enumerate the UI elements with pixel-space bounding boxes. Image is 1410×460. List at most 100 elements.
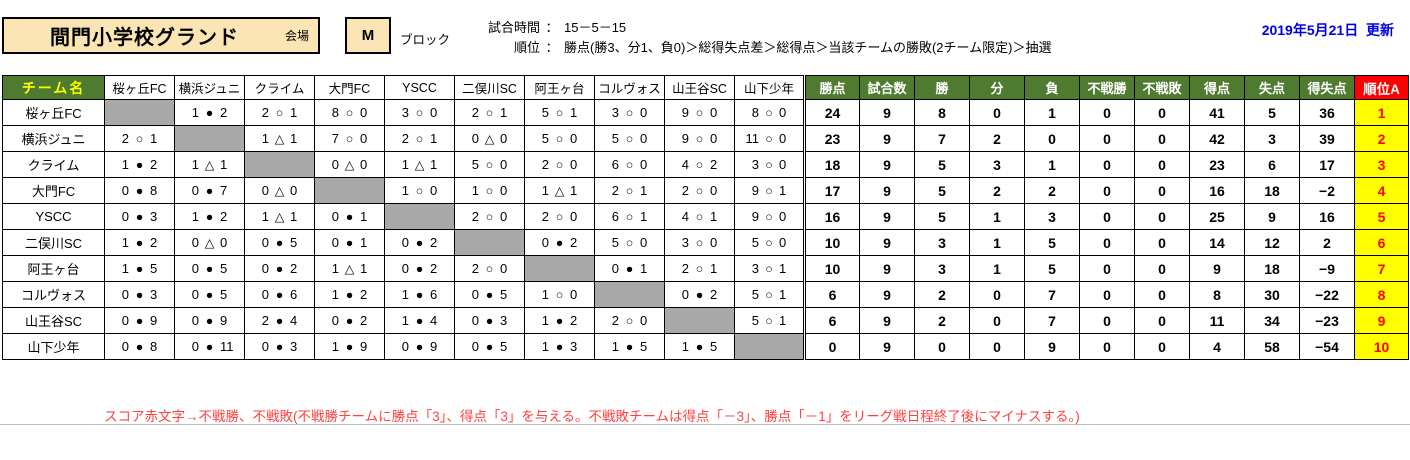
stat-cell: 7 xyxy=(1024,307,1080,334)
match-time-value: 15－5－15 xyxy=(564,20,627,35)
opponent-header: 大門FC xyxy=(314,75,385,100)
match-cell: 5 ○ 0 xyxy=(524,125,595,152)
stat-cell: 58 xyxy=(1244,333,1300,360)
table-row: 二俣川SC 1 ● 2 0 △ 0 0 ● 5 0 ● 1 0 ● 2 0 ● 2 5 ○ 0 3 ○ 0 5 ○ 0 10 9 3 1 5 0 0… xyxy=(2,229,1409,256)
match-cell: 0 △ 0 xyxy=(454,125,525,152)
stat-cell: 9 xyxy=(1024,333,1080,360)
stat-cell: 5 xyxy=(1024,255,1080,282)
match-cell: 0 ● 8 xyxy=(104,177,175,204)
rank-cell: 7 xyxy=(1354,255,1409,282)
match-cell: 6 ○ 1 xyxy=(594,203,665,230)
match-cell: 0 ● 9 xyxy=(384,333,455,360)
stat-cell: 0 xyxy=(1079,203,1135,230)
team-name-cell: 横浜ジュニ xyxy=(2,125,105,152)
match-cell: 1 ● 2 xyxy=(104,151,175,178)
stat-cell: 0 xyxy=(969,99,1025,126)
opponent-header: クライム xyxy=(244,75,315,100)
stat-cell: 9 xyxy=(1189,255,1245,282)
match-cell: 2 ○ 1 xyxy=(104,125,175,152)
team-name-cell: クライム xyxy=(2,151,105,178)
stat-cell: 3 xyxy=(914,255,970,282)
match-cell: 11 ○ 0 xyxy=(734,125,805,152)
table-row: 山王谷SC 0 ● 9 0 ● 9 2 ● 4 0 ● 2 1 ● 4 0 ● 3 1 ● 2 2 ○ 0 5 ○ 1 6 9 2 0 7 0 0 1… xyxy=(2,307,1409,334)
match-info: 試合時間 ： 15－5－15 順位 ： 勝点(勝3、分1、負0)＞総得失点差＞総… xyxy=(488,19,1051,56)
match-cell: 1 ○ 0 xyxy=(454,177,525,204)
rank-rule-value: 勝点(勝3、分1、負0)＞総得失点差＞総得点＞当該チームの勝敗(2チーム限定)＞… xyxy=(564,40,1052,55)
stat-cell: 9 xyxy=(859,307,915,334)
match-cell: 4 ○ 2 xyxy=(664,151,735,178)
match-cell: 1 ● 2 xyxy=(174,99,245,126)
stat-cell: 0 xyxy=(1134,203,1190,230)
stat-cell: 9 xyxy=(859,99,915,126)
stat-cell: 3 xyxy=(1024,203,1080,230)
stat-cell: 9 xyxy=(1244,203,1300,230)
match-cell: 1 △ 1 xyxy=(524,177,595,204)
block-label: ブロック xyxy=(400,33,451,47)
stat-cell: 1 xyxy=(1024,99,1080,126)
rank-cell: 9 xyxy=(1354,307,1409,334)
rank-cell: 6 xyxy=(1354,229,1409,256)
stat-cell: 3 xyxy=(969,151,1025,178)
stat-cell: 9 xyxy=(859,203,915,230)
stat-cell: 0 xyxy=(1079,177,1135,204)
stat-cell: 2 xyxy=(969,177,1025,204)
rank-cell: 5 xyxy=(1354,203,1409,230)
stat-cell: 7 xyxy=(914,125,970,152)
match-cell: 2 ● 4 xyxy=(244,307,315,334)
stat-cell: 2 xyxy=(1299,229,1355,256)
stat-cell: 0 xyxy=(1079,281,1135,308)
stat-cell: 1 xyxy=(969,203,1025,230)
opponent-header: 山下少年 xyxy=(734,75,805,100)
match-cell: 9 ○ 0 xyxy=(664,125,735,152)
match-cell: 0 ● 2 xyxy=(384,229,455,256)
stat-cell: 4 xyxy=(1189,333,1245,360)
self-match-cell xyxy=(454,229,525,256)
venue-name: 間門小学校グランド xyxy=(49,27,239,49)
match-cell: 2 ○ 0 xyxy=(454,203,525,230)
match-cell: 2 ○ 1 xyxy=(384,125,455,152)
match-cell: 1 ● 5 xyxy=(104,255,175,282)
stat-cell: 5 xyxy=(1244,99,1300,126)
match-cell: 0 ● 3 xyxy=(244,333,315,360)
match-time-label: 試合時間 xyxy=(488,20,541,35)
match-cell: 1 ○ 0 xyxy=(384,177,455,204)
match-cell: 7 ○ 0 xyxy=(314,125,385,152)
team-name-cell: 大門FC xyxy=(2,177,105,204)
match-cell: 0 ● 8 xyxy=(104,333,175,360)
match-cell: 2 ○ 1 xyxy=(594,177,665,204)
team-col-header: チーム名 xyxy=(2,75,105,100)
table-row: 横浜ジュニ 2 ○ 1 1 △ 1 7 ○ 0 2 ○ 1 0 △ 0 5 ○ 0 5 ○ 0 9 ○ 0 11 ○ 0 23 9 7 2 0 0… xyxy=(2,125,1409,152)
match-cell: 1 ● 6 xyxy=(384,281,455,308)
stat-cell: 14 xyxy=(1189,229,1245,256)
team-name-cell: 二俣川SC xyxy=(2,229,105,256)
stat-header: 不戦敗 xyxy=(1134,75,1190,100)
table-row: 阿王ヶ台 1 ● 5 0 ● 5 0 ● 2 1 △ 1 0 ● 2 2 ○ 0 0 ● 1 2 ○ 1 3 ○ 1 10 9 3 1 5 0 0 9… xyxy=(2,255,1409,282)
stat-cell: 0 xyxy=(1134,151,1190,178)
stat-header: 分 xyxy=(969,75,1025,100)
match-cell: 8 ○ 0 xyxy=(314,99,385,126)
match-cell: 1 ● 5 xyxy=(594,333,665,360)
match-cell: 2 ○ 1 xyxy=(664,255,735,282)
match-cell: 0 ● 1 xyxy=(314,203,385,230)
match-cell: 1 ● 2 xyxy=(104,229,175,256)
table-row: 大門FC 0 ● 8 0 ● 7 0 △ 0 1 ○ 0 1 ○ 0 1 △ 1 2 ○ 1 2 ○ 0 9 ○ 1 17 9 5 2 2 0 0 1… xyxy=(2,177,1409,204)
team-name-cell: コルヴォス xyxy=(2,281,105,308)
stat-cell: 0 xyxy=(1134,125,1190,152)
stat-cell: 36 xyxy=(1299,99,1355,126)
table-row: クライム 1 ● 2 1 △ 1 0 △ 0 1 △ 1 5 ○ 0 2 ○ 0 6 ○ 0 4 ○ 2 3 ○ 0 18 9 5 3 1 0 0 2… xyxy=(2,151,1409,178)
rank-cell: 1 xyxy=(1354,99,1409,126)
match-cell: 5 ○ 1 xyxy=(734,281,805,308)
match-cell: 1 ● 4 xyxy=(384,307,455,334)
match-cell: 0 ● 5 xyxy=(454,333,525,360)
stat-cell: 7 xyxy=(1024,281,1080,308)
stat-cell: 0 xyxy=(1079,229,1135,256)
match-cell: 3 ○ 1 xyxy=(734,255,805,282)
stat-cell: 0 xyxy=(1079,255,1135,282)
match-cell: 0 ● 6 xyxy=(244,281,315,308)
stat-cell: 0 xyxy=(1079,151,1135,178)
match-cell: 0 ● 5 xyxy=(174,255,245,282)
stat-cell: 30 xyxy=(1244,281,1300,308)
stat-cell: 0 xyxy=(1134,255,1190,282)
match-cell: 3 ○ 0 xyxy=(594,99,665,126)
stat-cell: −22 xyxy=(1299,281,1355,308)
